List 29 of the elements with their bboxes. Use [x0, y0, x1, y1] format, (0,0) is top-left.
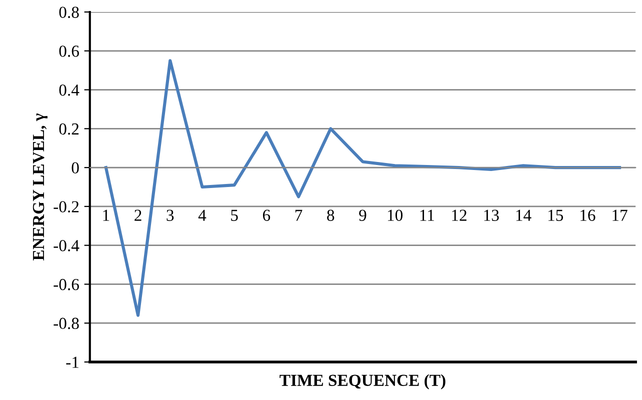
x-tick-label: 3 — [166, 210, 174, 221]
y-tick-label: 0.6 — [59, 46, 79, 57]
y-tick-label: -0.2 — [54, 201, 79, 212]
x-tick-label: 11 — [420, 210, 434, 221]
x-tick-label: 8 — [327, 210, 334, 221]
y-tick-label: 0.2 — [59, 123, 79, 135]
x-tick-label: 5 — [231, 210, 238, 221]
y-axis-title: ENERGY LEVEL, γ — [32, 113, 48, 260]
x-tick-label: 15 — [548, 210, 564, 221]
x-axis-title: TIME SEQUENCE (T) — [280, 374, 446, 390]
x-tick-label: 14 — [516, 210, 532, 221]
y-tick-label: -1 — [66, 356, 78, 368]
x-tick-label: 6 — [262, 210, 270, 221]
x-tick-label: 16 — [580, 210, 596, 221]
x-tick-label: 4 — [198, 210, 206, 221]
x-tick-label: 12 — [452, 210, 466, 221]
y-tick-label: -0.8 — [54, 318, 79, 330]
y-tick-label: 0 — [72, 162, 79, 174]
x-tick-label: 10 — [388, 210, 403, 221]
x-tick-label: 17 — [612, 210, 628, 221]
x-tick-label: 9 — [359, 210, 366, 221]
y-tick-label: -0.6 — [54, 278, 79, 290]
x-tick-label: 7 — [295, 210, 302, 221]
y-tick-label: 0.4 — [59, 84, 80, 96]
x-tick-label: 13 — [484, 210, 499, 221]
x-tick-label: 1 — [103, 210, 110, 221]
x-tick-label: 2 — [134, 210, 142, 221]
y-tick-label: -0.4 — [54, 240, 80, 252]
y-tick-label: 0.8 — [59, 6, 79, 18]
